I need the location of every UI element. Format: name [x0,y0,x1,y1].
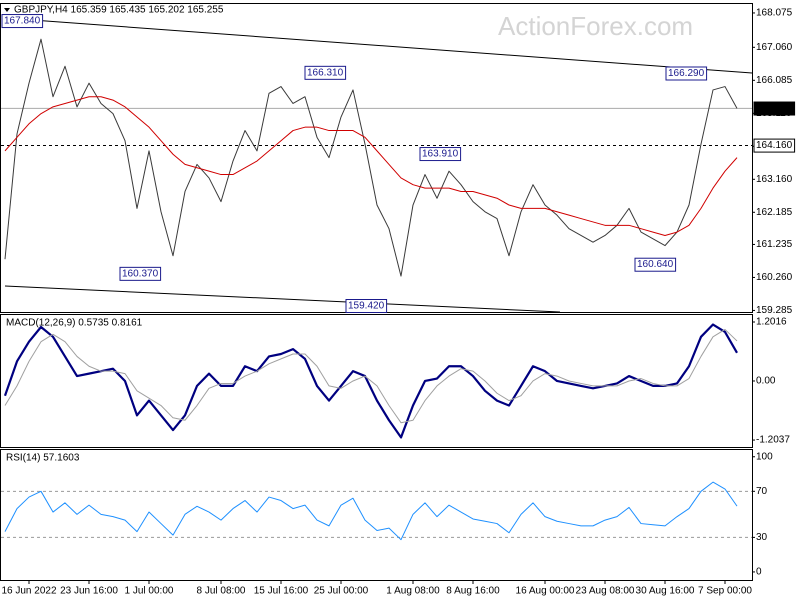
trend-line [4,285,561,313]
x-tick-label: 16 Jun 2022 [1,586,56,597]
watermark: ActionForex.com [498,11,693,41]
x-tick-label: 25 Jul 00:00 [314,586,369,597]
series-line [4,481,738,541]
price-annotation: 160.370 [122,268,159,279]
label-box [634,257,677,272]
rsi-title: RSI(14) 57.1603 [6,453,80,464]
y-tick-label: 159.285 [756,305,793,316]
x-tick-label: 23 Jun 16:00 [60,586,118,597]
y-tick-label: 163.160 [756,174,793,185]
x-tick-label: 23 Aug 08:00 [576,586,635,597]
y-tick-label: 100 [756,451,773,462]
label-box [753,138,796,153]
menu-icon [4,8,10,12]
label-box [304,65,347,80]
x-tick-label: 16 Aug 00:00 [516,586,575,597]
y-tick-label: 0.00 [756,376,776,387]
macd-title: MACD(12,26,9) 0.5735 0.8161 [6,318,143,329]
price-annotation: 166.310 [307,67,344,78]
y-tick-label: 166.085 [756,75,793,86]
rsi-panel-frame [0,449,753,581]
series-line [3,323,738,439]
x-tick-label: 15 Jul 16:00 [254,586,309,597]
label-box [665,66,708,81]
price-annotation: 167.840 [4,16,41,27]
x-tick-label: 30 Aug 16:00 [636,586,695,597]
label-box [419,147,462,162]
label-box [119,266,162,281]
y-tick-label: 168.075 [756,8,793,19]
x-tick-label: 1 Aug 08:00 [386,586,440,597]
y-tick-label: -1.2037 [756,435,790,446]
label-box [1,14,44,29]
trend-line [4,17,753,74]
y-tick-label: 167.060 [756,42,793,53]
series-line [4,328,738,424]
x-tick-label: 8 Aug 16:00 [446,586,500,597]
label-box [345,299,388,314]
label-box [753,101,796,116]
x-tick-label: 8 Jul 08:00 [197,586,246,597]
y-tick-label: 30 [756,532,768,543]
x-tick-label: 7 Sep 00:00 [698,586,752,597]
y-tick-label: 70 [756,486,768,497]
series-line [4,96,738,236]
level-label: 164.160 [756,140,793,151]
price-annotation: 163.910 [422,149,459,160]
price-annotation: 166.290 [668,68,705,79]
price-annotation: 159.420 [348,301,385,312]
x-tick-label: 1 Jul 00:00 [125,586,174,597]
price-annotation: 160.640 [637,259,674,270]
series-line [4,38,738,277]
y-tick-label: 160.260 [756,272,793,283]
chart-title: GBPJPY,H4 165.359 165.435 165.202 165.25… [14,5,224,16]
y-tick-label: 0 [756,567,762,578]
y-tick-label: 1.2016 [756,317,787,328]
y-tick-label: 161.235 [756,239,793,250]
y-tick-label: 162.185 [756,207,793,218]
last-price-label: 165.255 [756,103,793,114]
